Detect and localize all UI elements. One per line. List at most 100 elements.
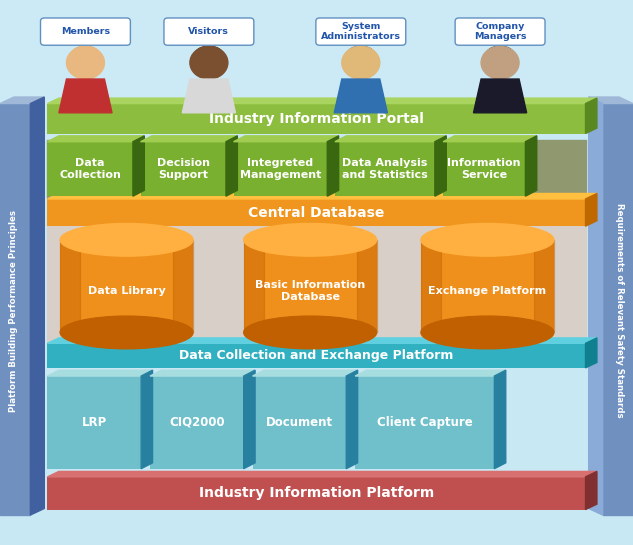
Polygon shape (226, 136, 237, 196)
Polygon shape (150, 370, 255, 376)
Text: Data Collection and Exchange Platform: Data Collection and Exchange Platform (179, 349, 454, 362)
Polygon shape (443, 136, 537, 142)
Text: System
Administrators: System Administrators (321, 22, 401, 41)
FancyBboxPatch shape (164, 18, 254, 45)
Text: Client Capture: Client Capture (377, 416, 473, 429)
Bar (150, 376, 244, 469)
Polygon shape (47, 338, 597, 343)
Bar (234, 142, 327, 196)
Bar (0, 104, 30, 515)
Text: Requirements of Relevant Safety Standards: Requirements of Relevant Safety Standard… (615, 203, 624, 418)
Bar (244, 240, 377, 332)
Bar (47, 477, 586, 510)
Text: Industry Information Platform: Industry Information Platform (199, 486, 434, 500)
Polygon shape (586, 471, 597, 510)
Circle shape (481, 46, 519, 79)
Polygon shape (334, 79, 387, 113)
Text: Basic Information
Database: Basic Information Database (255, 280, 365, 301)
Bar (0, 0, 633, 120)
Text: Document: Document (266, 416, 333, 429)
Polygon shape (355, 370, 506, 376)
Bar (421, 240, 554, 332)
Ellipse shape (60, 316, 193, 349)
Text: Platform Building Performance Principles: Platform Building Performance Principles (9, 210, 18, 411)
Circle shape (190, 46, 228, 79)
Bar (47, 343, 586, 368)
Bar (421, 240, 441, 332)
Ellipse shape (72, 46, 99, 61)
Polygon shape (494, 370, 506, 469)
FancyBboxPatch shape (316, 18, 406, 45)
Bar (335, 142, 435, 196)
Text: Data Library: Data Library (88, 286, 165, 296)
Text: Decision
Support: Decision Support (157, 158, 210, 180)
Bar (443, 142, 525, 196)
Ellipse shape (196, 46, 222, 61)
FancyBboxPatch shape (41, 18, 130, 45)
Bar (253, 376, 346, 469)
Text: Central Database: Central Database (248, 205, 385, 220)
Text: Company
Managers: Company Managers (474, 22, 526, 41)
Polygon shape (244, 370, 255, 469)
Bar (47, 142, 133, 196)
Polygon shape (589, 97, 633, 104)
Bar (47, 218, 586, 352)
Ellipse shape (60, 223, 193, 256)
Bar (47, 140, 586, 198)
FancyBboxPatch shape (455, 18, 545, 45)
Bar (534, 240, 554, 332)
Polygon shape (335, 136, 446, 142)
Bar (355, 376, 494, 469)
Text: Visitors: Visitors (189, 27, 229, 36)
Bar (60, 240, 193, 332)
Text: Members: Members (61, 27, 110, 36)
Text: Integreted
Management: Integreted Management (240, 158, 321, 180)
Polygon shape (525, 136, 537, 196)
Text: Data Analysis
and Statistics: Data Analysis and Statistics (342, 158, 428, 180)
Bar (47, 104, 586, 134)
Polygon shape (47, 370, 153, 376)
Polygon shape (182, 79, 235, 113)
Ellipse shape (348, 46, 374, 61)
Polygon shape (234, 136, 339, 142)
Bar (60, 240, 80, 332)
Ellipse shape (244, 223, 377, 256)
Polygon shape (47, 471, 597, 477)
Circle shape (66, 46, 104, 79)
Polygon shape (59, 79, 112, 113)
Polygon shape (473, 79, 527, 113)
Text: LRP: LRP (82, 416, 107, 429)
Polygon shape (589, 97, 603, 515)
Polygon shape (30, 97, 44, 515)
Polygon shape (133, 136, 144, 196)
Polygon shape (0, 97, 44, 104)
Polygon shape (141, 136, 237, 142)
Polygon shape (47, 136, 144, 142)
Bar (47, 376, 141, 469)
Polygon shape (47, 98, 597, 104)
Text: Data
Collection: Data Collection (60, 158, 121, 180)
Polygon shape (346, 370, 358, 469)
Text: CIQ2000: CIQ2000 (169, 416, 225, 429)
Polygon shape (253, 370, 358, 376)
Ellipse shape (244, 316, 377, 349)
Bar (47, 199, 586, 226)
Ellipse shape (421, 316, 554, 349)
Circle shape (342, 46, 380, 79)
Polygon shape (435, 136, 446, 196)
Bar (603, 104, 633, 515)
Polygon shape (327, 136, 339, 196)
Polygon shape (47, 193, 597, 199)
Text: Exchange Platform: Exchange Platform (429, 286, 546, 296)
Text: Information
Service: Information Service (448, 158, 521, 180)
Polygon shape (586, 98, 597, 134)
Bar (357, 240, 377, 332)
Ellipse shape (421, 223, 554, 256)
Text: Industry Information Portal: Industry Information Portal (209, 112, 424, 125)
Polygon shape (586, 338, 597, 368)
Bar (173, 240, 193, 332)
Polygon shape (586, 193, 597, 226)
Ellipse shape (487, 46, 513, 61)
Bar (244, 240, 263, 332)
Polygon shape (141, 370, 153, 469)
